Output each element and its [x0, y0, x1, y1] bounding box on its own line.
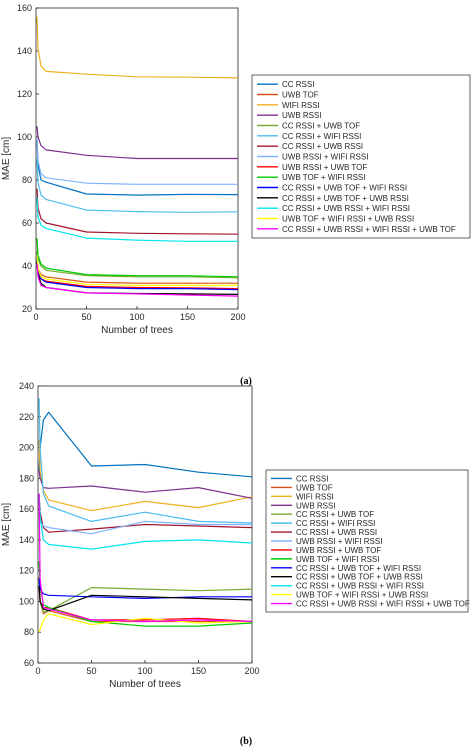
chart-b-y-tick-label-160: 160: [19, 504, 34, 514]
chart-b-legend-label-uwb-tof: UWB TOF: [296, 483, 333, 492]
chart-b-legend-label-wifi-rssi: WIFI RSSI: [296, 492, 334, 501]
chart-a-legend-label-uwb-rssi-wifi-rssi: UWB RSSI + WIFI RSSI: [282, 153, 368, 162]
chart-b-legend-label-cc-rssi-uwb-rssi-wifi-rssi-uwb-tof: CC RSSI + UWB RSSI + WIFI RSSI + UWB TOF: [296, 600, 470, 609]
chart-b-y-tick-label-180: 180: [19, 473, 34, 483]
chart-a: 0 50 100 150 200 20 40 60 80 100 120 140 160 Number o…: [1, 3, 471, 336]
chart-b-series-line-cc-rssi-uwb-rssi-wifi-rssi-uwb-tof: [38, 493, 253, 623]
chart-b-legend-label-cc-rssi-uwb-tof-uwb-rssi: CC RSSI + UWB TOF + UWB RSSI: [296, 573, 423, 582]
chart-b-x-axis-label: Number of trees: [109, 679, 181, 690]
chart-a-legend-label-cc-rssi: CC RSSI: [282, 80, 314, 89]
chart-a-legend-label-cc-rssi-uwb-tof-wifi-rssi: CC RSSI + UWB TOF + WIFI RSSI: [282, 184, 407, 193]
chart-b-series-line-cc-rssi-uwb-tof-uwb-rssi: [38, 586, 253, 612]
chart-a-x-tick-label-50: 50: [81, 312, 91, 322]
chart-a-x-axis-label: Number of trees: [101, 325, 173, 336]
chart-a-legend-label-uwb-rssi-uwb-tof: UWB RSSI + UWB TOF: [282, 163, 367, 172]
chart-a-series-line-wifi-rssi: [36, 16, 239, 79]
chart-b-legend-label-cc-rssi-uwb-tof-wifi-rssi: CC RSSI + UWB TOF + WIFI RSSI: [296, 564, 421, 573]
chart-b-x-tick-label-150: 150: [191, 666, 206, 676]
chart-a-legend-label-cc-rssi-uwb-rssi-wifi-rssi-uwb-tof: CC RSSI + UWB RSSI + WIFI RSSI + UWB TOF: [282, 225, 456, 234]
chart-b-series-line-cc-rssi-uwb-rssi-wifi-rssi: [38, 493, 253, 550]
chart-a-legend-label-cc-rssi-uwb-rssi-wifi-rssi: CC RSSI + UWB RSSI + WIFI RSSI: [282, 204, 410, 213]
chart-a-legend: [251, 74, 471, 239]
chart-a-legend-label-cc-rssi-uwb-rssi: CC RSSI + UWB RSSI: [282, 142, 363, 151]
chart-b-legend-label-uwb-rssi: UWB RSSI: [296, 501, 336, 510]
chart-a-legend-label-uwb-tof-wifi-rssi: UWB TOF + WIFI RSSI: [282, 173, 366, 182]
chart-a-series-line-uwb-tof-wifi-rssi-uwb-rssi: [36, 255, 238, 286]
chart-a-x-tick-label-150: 150: [180, 312, 195, 322]
chart-a-series-line-uwb-tof-wifi-rssi: [36, 238, 239, 278]
chart-a-x-tick-label-0: 0: [33, 312, 38, 322]
chart-a-legend-label-cc-rssi-uwb-tof-uwb-rssi: CC RSSI + UWB TOF + UWB RSSI: [282, 194, 409, 203]
chart-a-y-tick-label-20: 20: [22, 304, 32, 314]
chart-b-legend: [265, 469, 469, 613]
chart-a-y-tick-label-80: 80: [22, 175, 32, 185]
chart-a-series-line-cc-rssi-uwb-rssi-wifi-rssi: [36, 197, 238, 242]
chart-b-legend-label-uwb-tof-wifi-rssi: UWB TOF + WIFI RSSI: [296, 555, 380, 564]
chart-a-series-line-uwb-rssi: [36, 126, 238, 160]
chart-b-y-tick-label-200: 200: [19, 443, 34, 453]
chart-b: 0 50 100 150 200 60 80 100 120 140 160 180 200 220 240…: [1, 381, 470, 690]
chart-a-legend-label-cc-rssi-uwb-tof: CC RSSI + UWB TOF: [282, 122, 360, 131]
chart-b-y-tick-label-80: 80: [24, 627, 34, 637]
chart-a-series-line-cc-rssi-uwb-tof-wifi-rssi: [36, 257, 239, 291]
chart-a-x-tick-label-200: 200: [230, 312, 245, 322]
chart-b-legend-label-uwb-rssi-wifi-rssi: UWB RSSI + WIFI RSSI: [296, 537, 382, 546]
chart-a-x-tick-label-100: 100: [129, 312, 144, 322]
chart-a-legend-label-uwb-rssi: UWB RSSI: [282, 111, 322, 120]
chart-b-series-line-uwb-tof-wifi-rssi-uwb-rssi: [38, 613, 253, 633]
chart-b-series-line-cc-rssi-wifi-rssi: [38, 398, 253, 524]
chart-b-y-tick-label-240: 240: [19, 381, 34, 391]
chart-b-legend-label-uwb-tof-wifi-rssi-uwb-rssi: UWB TOF + WIFI RSSI + UWB RSSI: [296, 591, 428, 600]
chart-a-y-tick-label-140: 140: [17, 46, 32, 56]
chart-b-legend-label-cc-rssi-uwb-rssi-wifi-rssi: CC RSSI + UWB RSSI + WIFI RSSI: [296, 582, 424, 591]
chart-b-x-tick-label-100: 100: [137, 666, 152, 676]
panel-label-b: (b): [240, 736, 252, 747]
chart-b-y-tick-label-100: 100: [19, 596, 34, 606]
chart-b-series-line-uwb-rssi: [38, 470, 253, 499]
chart-a-series-line-cc-rssi-uwb-rssi-wifi-rssi-uwb-tof: [36, 263, 239, 297]
chart-b-legend-label-cc-rssi-uwb-rssi: CC RSSI + UWB RSSI: [296, 528, 377, 537]
panel-label-a: (a): [240, 376, 252, 387]
chart-b-legend-label-cc-rssi-wifi-rssi: CC RSSI + WIFI RSSI: [296, 519, 375, 528]
chart-a-legend-label-wifi-rssi: WIFI RSSI: [282, 101, 320, 110]
chart-b-legend-label-uwb-rssi-uwb-tof: UWB RSSI + UWB TOF: [296, 546, 381, 555]
chart-b-x-tick-label-50: 50: [86, 666, 96, 676]
chart-a-series-line-cc-rssi: [36, 139, 239, 196]
chart-a-series-line-cc-rssi-uwb-rssi: [36, 188, 239, 235]
chart-a-y-tick-label-160: 160: [17, 3, 32, 13]
chart-b-x-tick-label-0: 0: [35, 666, 40, 676]
chart-a-legend-label-cc-rssi-wifi-rssi: CC RSSI + WIFI RSSI: [282, 132, 361, 141]
chart-b-y-tick-label-60: 60: [24, 658, 34, 668]
chart-a-legend-label-uwb-tof: UWB TOF: [282, 91, 319, 100]
chart-a-series-line-uwb-rssi-wifi-rssi: [36, 139, 238, 185]
chart-a-y-tick-label-120: 120: [17, 89, 32, 99]
chart-b-y-tick-label-120: 120: [19, 566, 34, 576]
chart-a-series-line-cc-rssi-uwb-tof: [36, 250, 239, 279]
chart-b-series-line-cc-rssi-uwb-tof-wifi-rssi: [38, 578, 252, 600]
chart-b-series-line-cc-rssi: [38, 411, 253, 478]
chart-b-legend-label-cc-rssi-uwb-tof: CC RSSI + UWB TOF: [296, 510, 374, 519]
chart-a-legend-label-uwb-tof-wifi-rssi-uwb-rssi: UWB TOF + WIFI RSSI + UWB RSSI: [282, 215, 414, 224]
chart-a-series-line-cc-rssi-wifi-rssi: [36, 158, 239, 213]
chart-a-y-tick-label-100: 100: [17, 132, 32, 142]
chart-b-y-tick-label-140: 140: [19, 535, 34, 545]
chart-b-y-axis-label: MAE [cm]: [1, 503, 12, 547]
chart-b-x-tick-label-200: 200: [244, 666, 259, 676]
chart-b-y-tick-label-220: 220: [19, 412, 34, 422]
chart-b-series-line-wifi-rssi: [38, 439, 253, 512]
chart-b-legend-label-cc-rssi: CC RSSI: [296, 474, 328, 483]
chart-a-y-tick-label-60: 60: [22, 218, 32, 228]
chart-a-y-tick-label-40: 40: [22, 261, 32, 271]
chart-a-y-axis-label: MAE [cm]: [1, 137, 12, 181]
